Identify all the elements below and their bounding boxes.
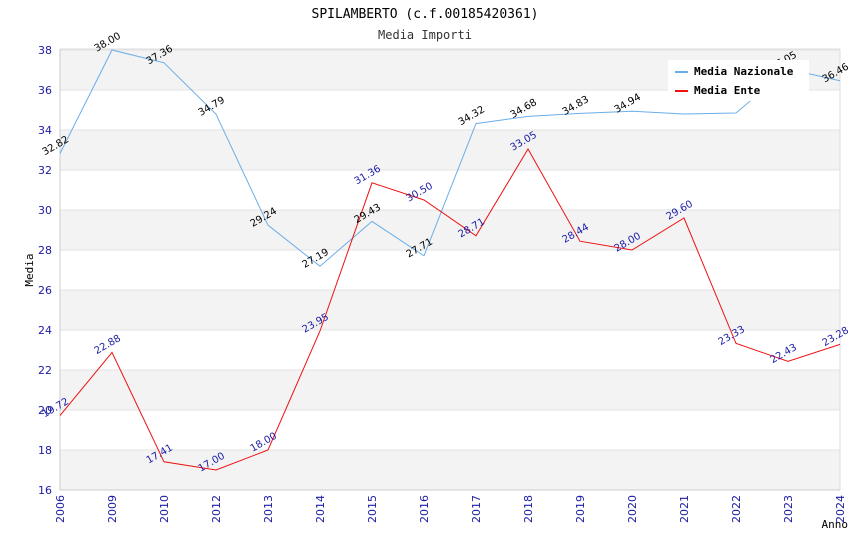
data-label-ente: 30.50 bbox=[405, 181, 435, 205]
data-label-nazionale: 34.83 bbox=[561, 94, 591, 118]
x-tick-labels: 2006 2009 2010 2012 2013 2014 2015 2016 2017 2018… bbox=[54, 495, 847, 523]
data-label-ente: 19.72 bbox=[41, 396, 71, 420]
y-tick-label: 30 bbox=[38, 204, 52, 217]
y-tick-label: 16 bbox=[38, 484, 52, 497]
x-tick-label: 2017 bbox=[470, 495, 483, 523]
grid-band bbox=[60, 210, 840, 250]
data-label-ente: 22.43 bbox=[769, 342, 799, 366]
grid-bands bbox=[60, 50, 840, 490]
grid-band bbox=[60, 450, 840, 490]
y-tick-label: 38 bbox=[38, 44, 52, 57]
legend: Media Nazionale Media Ente bbox=[668, 60, 809, 101]
y-tick-label: 18 bbox=[38, 444, 52, 457]
x-tick-label: 2018 bbox=[522, 495, 535, 523]
grid-band bbox=[60, 130, 840, 170]
data-label-ente: 22.88 bbox=[93, 333, 123, 357]
series-line-media-nazionale bbox=[59, 49, 841, 267]
x-tick-label: 2022 bbox=[730, 495, 743, 523]
x-tick-label: 2006 bbox=[54, 495, 67, 523]
x-tick-label: 2014 bbox=[314, 495, 327, 523]
x-tick-label: 2016 bbox=[418, 495, 431, 523]
x-tick-label: 2013 bbox=[262, 495, 275, 523]
legend-label-nazionale: Media Nazionale bbox=[694, 65, 794, 78]
x-axis-title: Anno bbox=[822, 518, 849, 531]
y-tick-label: 26 bbox=[38, 284, 52, 297]
x-tick-label: 2020 bbox=[626, 495, 639, 523]
y-tick-label: 20 bbox=[38, 404, 52, 417]
grid-band bbox=[60, 370, 840, 410]
legend-box bbox=[668, 60, 809, 101]
x-tick-label: 2023 bbox=[782, 495, 795, 523]
grid-lines bbox=[60, 49, 840, 491]
legend-label-ente: Media Ente bbox=[694, 84, 761, 97]
x-tick-label: 2012 bbox=[210, 495, 223, 523]
x-tick-label: 2019 bbox=[574, 495, 587, 523]
y-tick-label: 28 bbox=[38, 244, 52, 257]
y-axis-title: Media bbox=[23, 253, 36, 286]
chart-subtitle: Media Importi bbox=[378, 28, 472, 42]
data-label-nazionale: 34.79 bbox=[197, 95, 227, 119]
y-tick-label: 22 bbox=[38, 364, 52, 377]
y-tick-label: 34 bbox=[38, 124, 52, 137]
x-tick-label: 2009 bbox=[106, 495, 119, 523]
data-label-nazionale: 34.32 bbox=[457, 104, 487, 128]
x-tick-label: 2021 bbox=[678, 495, 691, 523]
x-tick-label: 2010 bbox=[158, 495, 171, 523]
y-tick-label: 32 bbox=[38, 164, 52, 177]
chart-title: SPILAMBERTO (c.f.00185420361) bbox=[312, 7, 539, 22]
x-tick-label: 2015 bbox=[366, 495, 379, 523]
grid-band bbox=[60, 290, 840, 330]
data-label-nazionale: 34.94 bbox=[613, 92, 643, 116]
y-tick-labels: 16 18 20 22 24 26 28 30 32 34 36 38 bbox=[38, 44, 52, 497]
series-line-media-ente bbox=[59, 148, 841, 471]
y-tick-label: 36 bbox=[38, 84, 52, 97]
y-tick-label: 24 bbox=[38, 324, 52, 337]
x-tick-label: 2024 bbox=[834, 495, 847, 523]
series-lines bbox=[59, 49, 841, 471]
